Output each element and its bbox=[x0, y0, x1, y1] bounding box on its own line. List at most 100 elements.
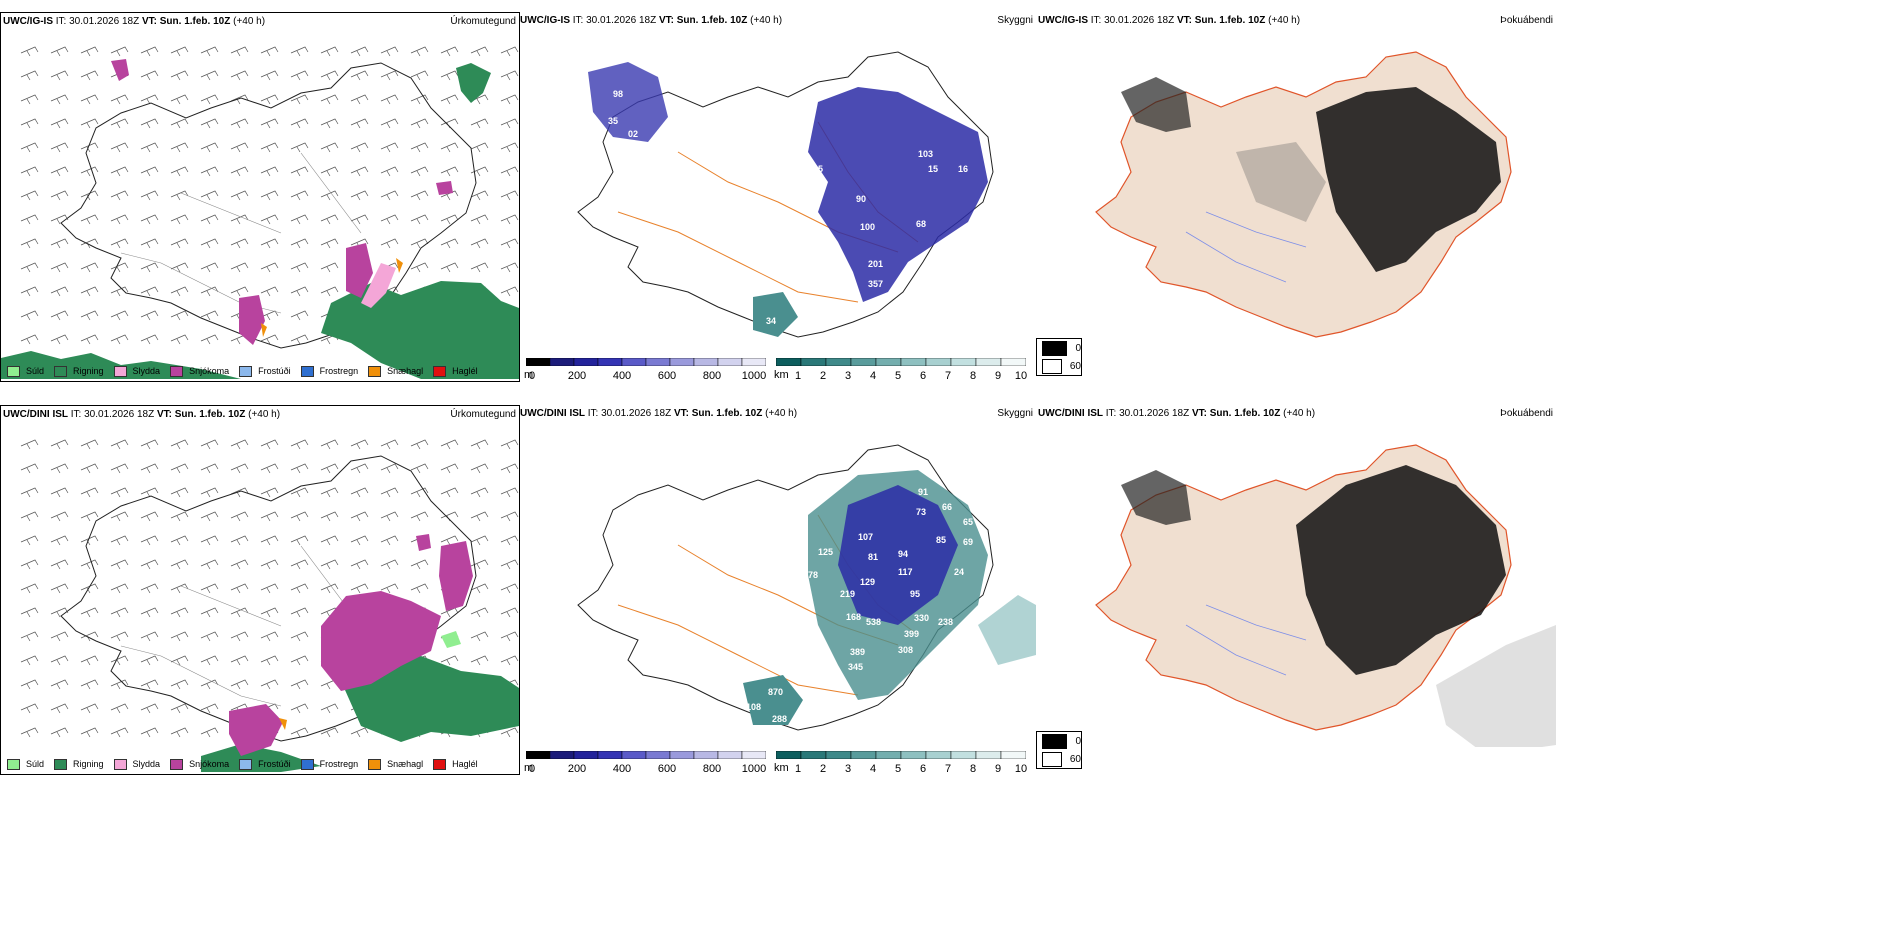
precip-legend: Súld Rigning Slydda Snjókoma Frostúði Fr… bbox=[1, 754, 519, 774]
wind-barb bbox=[140, 655, 159, 666]
wind-barb bbox=[230, 70, 249, 81]
cloudbase-colorbar-swatches bbox=[526, 358, 766, 366]
wind-barb bbox=[500, 262, 519, 273]
vis-label: 201 bbox=[868, 259, 883, 269]
wind-barb bbox=[410, 94, 429, 105]
wind-barb bbox=[80, 70, 99, 81]
fog-legend-row: 0 bbox=[1037, 339, 1081, 357]
wind-barb bbox=[260, 286, 279, 297]
wind-barb bbox=[20, 487, 39, 498]
wind-barb bbox=[320, 238, 339, 249]
wind-barb bbox=[50, 439, 69, 450]
wind-barb bbox=[410, 118, 429, 129]
wind-barb bbox=[260, 559, 279, 570]
wind-barb bbox=[110, 214, 129, 225]
vis-label: 105 bbox=[808, 164, 823, 174]
wind-barb bbox=[290, 190, 309, 201]
vis-label: 73 bbox=[916, 507, 926, 517]
wind-barb bbox=[440, 190, 459, 201]
rain-area bbox=[201, 656, 519, 772]
legend-item: Súld bbox=[7, 758, 44, 770]
wind-barb bbox=[50, 142, 69, 153]
fog-panel-bottom: UWC/DINI ISL IT: 30.01.2026 18Z VT: Sun.… bbox=[1036, 405, 1556, 773]
visibility-labels: 98 35 02 61 105 103 15 16 90 68 100 201 … bbox=[608, 89, 968, 326]
wind-barb bbox=[140, 535, 159, 546]
wind-barb bbox=[500, 583, 519, 594]
wind-barb bbox=[410, 70, 429, 81]
wind-barb bbox=[320, 262, 339, 273]
vis-label: 68 bbox=[916, 219, 926, 229]
cloudbase-unit: m bbox=[524, 369, 534, 381]
wind-barb bbox=[380, 70, 399, 81]
wind-barb bbox=[50, 487, 69, 498]
wind-barb bbox=[110, 463, 129, 474]
wind-barb bbox=[170, 679, 189, 690]
colorbar-swatch bbox=[669, 358, 695, 366]
fog-swatch bbox=[1042, 751, 1062, 767]
legend-swatch bbox=[239, 365, 253, 377]
wind-barb bbox=[260, 262, 279, 273]
tick-label: 10 bbox=[1014, 370, 1028, 382]
wind-barb bbox=[80, 286, 99, 297]
colorbar-swatch bbox=[776, 358, 802, 366]
vis-label: 389 bbox=[850, 647, 865, 657]
legend-swatch bbox=[239, 758, 253, 770]
wind-barb bbox=[410, 166, 429, 177]
wind-barb bbox=[50, 463, 69, 474]
snow-area-3 bbox=[416, 534, 473, 611]
wind-barb bbox=[260, 334, 279, 345]
wind-barb bbox=[260, 310, 279, 321]
cloudbase-ticks: 0 200 400 600 800 1000 bbox=[526, 370, 766, 384]
colorbar-swatch bbox=[717, 751, 743, 759]
legend-swatch bbox=[113, 758, 127, 770]
fog-legend: 0 60 bbox=[1036, 338, 1082, 376]
wind-barb bbox=[470, 487, 489, 498]
wind-barb bbox=[200, 166, 219, 177]
tick-label: 3 bbox=[844, 763, 852, 775]
legend-item: Snjókoma bbox=[170, 365, 229, 377]
tick-label: 7 bbox=[944, 370, 952, 382]
visibility-map: 98 35 02 61 105 103 15 16 90 68 100 201 … bbox=[577, 51, 994, 338]
wind-barb bbox=[350, 214, 369, 225]
wind-barb bbox=[110, 94, 129, 105]
vis-label: 85 bbox=[936, 535, 946, 545]
wind-barb bbox=[20, 727, 39, 738]
wind-barb bbox=[20, 535, 39, 546]
wind-barb bbox=[170, 727, 189, 738]
vis-label: 399 bbox=[904, 629, 919, 639]
legend-swatch bbox=[170, 365, 184, 377]
wind-barb bbox=[320, 463, 339, 474]
wind-barb bbox=[200, 727, 219, 738]
colorbar-swatch bbox=[549, 358, 575, 366]
vis-label: 16 bbox=[958, 164, 968, 174]
wind-barb bbox=[500, 511, 519, 522]
wind-barb bbox=[440, 439, 459, 450]
colorbar-swatch bbox=[645, 358, 671, 366]
wind-barb bbox=[470, 463, 489, 474]
iceland-outline bbox=[60, 62, 477, 349]
wind-barb bbox=[20, 631, 39, 642]
wind-barb bbox=[260, 118, 279, 129]
wind-barb bbox=[500, 238, 519, 249]
vis-label: 168 bbox=[846, 612, 861, 622]
vis-label: 90 bbox=[856, 194, 866, 204]
wind-barb bbox=[470, 190, 489, 201]
wind-barb bbox=[260, 46, 279, 57]
wind-barb bbox=[20, 559, 39, 570]
wind-barb bbox=[140, 334, 159, 345]
tick-label: 2 bbox=[819, 370, 827, 382]
wind-barb bbox=[380, 118, 399, 129]
wind-barb bbox=[320, 70, 339, 81]
wind-barb bbox=[80, 94, 99, 105]
wind-barb bbox=[200, 511, 219, 522]
wind-barb bbox=[260, 511, 279, 522]
wind-barb bbox=[350, 583, 369, 594]
tick-label: 2 bbox=[819, 763, 827, 775]
wind-barb bbox=[20, 511, 39, 522]
wind-barb bbox=[200, 607, 219, 618]
colorbar-swatch bbox=[526, 751, 551, 759]
wind-barb bbox=[110, 703, 129, 714]
wind-barb bbox=[200, 214, 219, 225]
wind-barb bbox=[290, 463, 309, 474]
tick-label: 1000 bbox=[741, 370, 767, 382]
